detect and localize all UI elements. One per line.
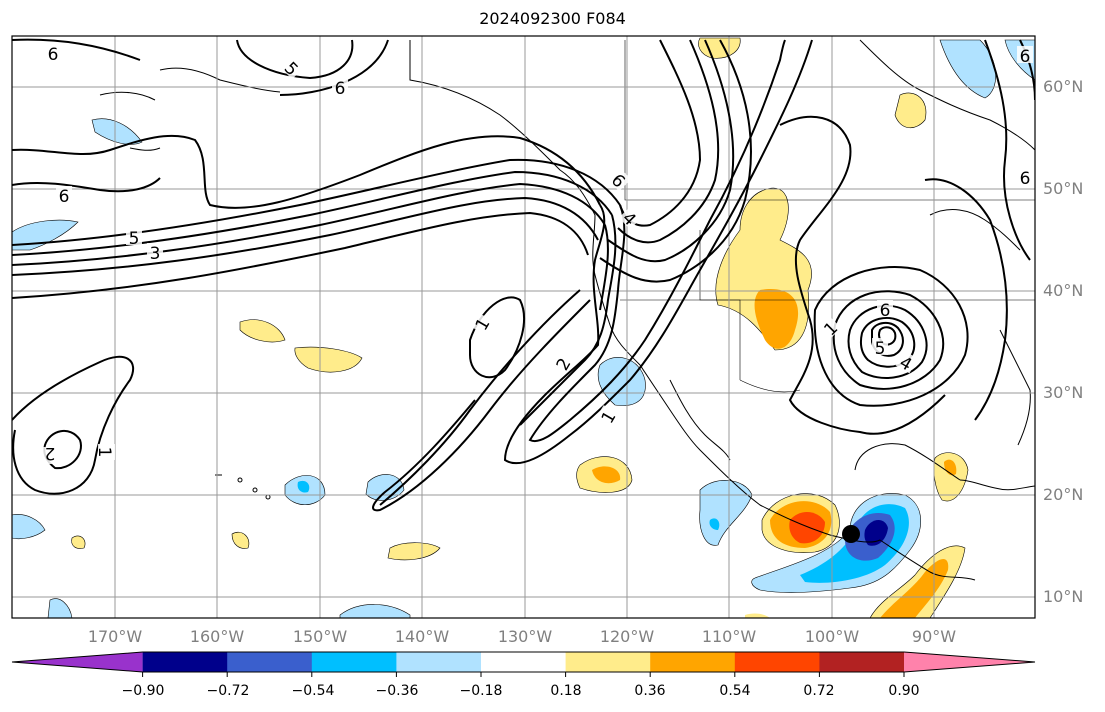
colorbar-tick-label: 0.18 bbox=[550, 683, 582, 699]
map-frame bbox=[11, 35, 1036, 619]
colorbar-tick-label: 0.72 bbox=[803, 683, 835, 699]
lat-label: 50°N bbox=[1043, 179, 1084, 198]
contour-label-bg bbox=[895, 350, 918, 374]
colorbar-segment bbox=[904, 652, 1035, 672]
storm-center-marker bbox=[842, 525, 860, 543]
colorbar-tick-label: 0.90 bbox=[888, 683, 920, 699]
contour-label-bg bbox=[469, 312, 493, 335]
colorbar-segment bbox=[650, 652, 736, 672]
contour-label-bg bbox=[607, 167, 632, 192]
contour-label-bg bbox=[45, 44, 61, 61]
contour-label-bg bbox=[550, 352, 574, 375]
lon-label: 110°W bbox=[701, 627, 757, 646]
contour-label: 5 bbox=[129, 229, 140, 249]
lat-label: 10°N bbox=[1043, 587, 1084, 606]
lon-label: 90°W bbox=[911, 627, 957, 646]
contour-label-bg bbox=[618, 205, 643, 230]
colorbar-tick-label: −0.72 bbox=[206, 683, 250, 699]
colorbar-segment bbox=[227, 652, 313, 672]
contour-label-bg bbox=[332, 78, 348, 95]
lon-label: 160°W bbox=[189, 627, 245, 646]
contour-label-bg bbox=[42, 447, 58, 464]
contour-label: 6 bbox=[1020, 169, 1031, 189]
contour-label: 6 bbox=[1020, 47, 1031, 67]
lon-label: 120°W bbox=[599, 627, 655, 646]
colorbar-tick-label: −0.54 bbox=[291, 683, 335, 699]
colorbar-segment bbox=[481, 652, 567, 672]
colorbar-tick-label: 0.54 bbox=[719, 683, 751, 699]
contour-label-bg bbox=[817, 315, 842, 340]
gridlines bbox=[12, 36, 1035, 618]
colorbar-tick-label: −0.36 bbox=[375, 683, 419, 699]
colorbar bbox=[11, 651, 1036, 677]
contour-label-bg bbox=[98, 444, 115, 460]
contour-label: 6 bbox=[48, 45, 59, 65]
colorbar-segment bbox=[565, 652, 651, 672]
colorbar-segment bbox=[396, 652, 482, 672]
lat-label: 30°N bbox=[1043, 383, 1084, 402]
contour-label: 6 bbox=[59, 187, 70, 207]
colorbar-tick-label: −0.90 bbox=[121, 683, 165, 699]
colorbar-segment bbox=[142, 652, 228, 672]
contour-label: 5 bbox=[875, 339, 886, 359]
colorbar-segment bbox=[819, 652, 905, 672]
colorbar-segment bbox=[311, 652, 397, 672]
contour-label: 6 bbox=[335, 79, 346, 99]
contour-label: 3 bbox=[150, 244, 161, 264]
colorbar-tick-label: 0.36 bbox=[634, 683, 666, 699]
colorbar-tick-label: −0.18 bbox=[459, 683, 503, 699]
contour-label-bg bbox=[877, 300, 893, 317]
contour-label-bg bbox=[1017, 46, 1033, 63]
contour-label-bg bbox=[147, 243, 163, 260]
lat-label: 60°N bbox=[1043, 77, 1084, 96]
contour-label: 2 bbox=[45, 443, 56, 463]
colorbar-segment bbox=[12, 652, 143, 672]
contour-label-bg bbox=[126, 228, 142, 245]
contour-label-bg bbox=[595, 405, 619, 428]
contour-label-bg bbox=[1017, 168, 1033, 185]
lon-label: 150°W bbox=[292, 627, 348, 646]
map-title: 2024092300 F084 bbox=[479, 9, 626, 28]
contour-lines bbox=[12, 38, 1035, 512]
lat-label: 20°N bbox=[1043, 485, 1084, 504]
contour-label-bg bbox=[56, 186, 72, 203]
contour-label: 1 bbox=[94, 447, 114, 458]
contour-label-bg bbox=[280, 55, 305, 80]
colorbar-segment bbox=[734, 652, 820, 672]
contour-label: 6 bbox=[880, 301, 891, 321]
contour-label-bg bbox=[872, 338, 888, 355]
coastlines bbox=[99, 39, 1035, 581]
lon-label: 140°W bbox=[394, 627, 450, 646]
lon-label: 130°W bbox=[497, 627, 553, 646]
lat-label: 40°N bbox=[1043, 281, 1084, 300]
lon-label: 170°W bbox=[87, 627, 143, 646]
lon-label: 100°W bbox=[804, 627, 860, 646]
